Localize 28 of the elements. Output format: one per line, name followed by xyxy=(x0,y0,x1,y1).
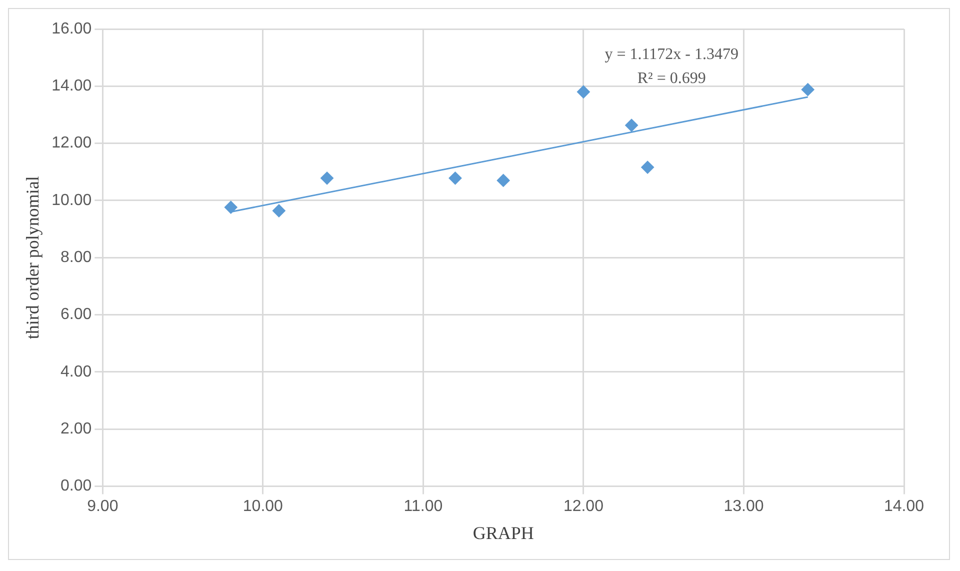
y-tick-label: 0.00 xyxy=(60,478,92,495)
y-tick-label: 12.00 xyxy=(52,134,92,152)
point xyxy=(641,160,654,174)
x-tick-label: 13.00 xyxy=(724,498,764,516)
x-tick-label: 12.00 xyxy=(563,498,604,516)
point xyxy=(448,172,462,185)
annotation: y = 1.1172x - 1.3479 xyxy=(604,46,738,63)
y-tick-label: 2.00 xyxy=(60,420,92,438)
x-tick-label: 14.00 xyxy=(884,498,924,516)
y-tick-label: 14.00 xyxy=(52,78,92,95)
point xyxy=(496,174,510,187)
y-tick-label: 16.00 xyxy=(52,20,92,38)
point xyxy=(625,118,638,132)
y-tick-label: 4.00 xyxy=(60,363,92,380)
x-tick-label: 9.00 xyxy=(87,498,118,516)
point xyxy=(320,172,334,185)
y-tick-label: 10.00 xyxy=(52,192,92,209)
x-axis-title: GRAPH xyxy=(472,522,534,543)
point xyxy=(576,85,590,98)
y-tick-label: 6.00 xyxy=(60,306,92,324)
point xyxy=(224,200,238,214)
annotation: R² = 0.699 xyxy=(637,70,706,87)
x-tick-label: 10.00 xyxy=(242,498,284,516)
y-axis-title: third order polynomial xyxy=(22,176,43,340)
y-tick-label: 8.00 xyxy=(60,249,92,266)
point xyxy=(272,204,286,218)
point xyxy=(801,83,814,96)
x-tick-label: 11.00 xyxy=(404,498,443,516)
